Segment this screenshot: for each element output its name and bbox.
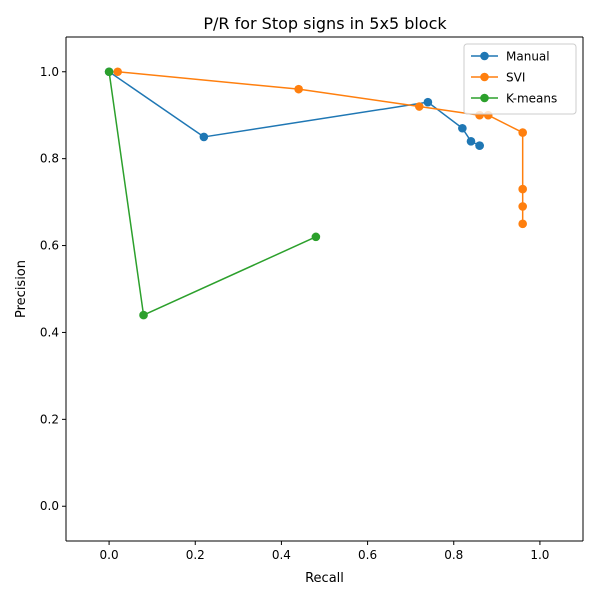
series-k-means: [104, 67, 321, 320]
legend-label: SVI: [506, 71, 525, 85]
legend-swatch-marker: [480, 51, 489, 61]
data-point-manual: [475, 141, 484, 150]
data-point-manual: [423, 97, 433, 107]
y-tick-label: 0.2: [40, 412, 59, 426]
x-tick-label: 0.4: [272, 548, 291, 562]
legend-entry-k-means: K-means: [471, 92, 557, 106]
chart-title: P/R for Stop signs in 5x5 block: [203, 14, 447, 33]
legend-frame: [463, 43, 577, 115]
x-tick-label: 1.0: [530, 548, 549, 562]
y-tick-label: 0.6: [40, 239, 59, 253]
legend-swatch-marker: [480, 93, 489, 103]
data-point-k-means: [104, 67, 114, 77]
y-tick-label: 0.4: [40, 325, 59, 339]
y-tick-label: 0.0: [40, 499, 59, 513]
y-axis-label: Precision: [14, 260, 29, 318]
y-tick-label: 0.8: [40, 152, 59, 166]
data-point-k-means: [139, 310, 148, 320]
data-point-svi: [294, 84, 303, 94]
legend-entry-svi: SVI: [471, 71, 525, 85]
y-axis-ticks: 0.0 0.2 0.4 0.6 0.8 1.0: [40, 65, 66, 513]
data-point-svi: [518, 128, 527, 137]
data-point-svi: [414, 102, 424, 111]
legend: Manual SVI K-means: [463, 43, 577, 115]
x-tick-label: 0.0: [100, 548, 119, 562]
series-layer: [104, 67, 527, 320]
data-point-svi: [518, 219, 527, 229]
legend-swatch-marker: [480, 72, 489, 82]
x-axis-label: Recall: [305, 571, 344, 586]
data-point-manual: [466, 136, 476, 146]
legend-label: K-means: [506, 92, 557, 106]
axes-frame: [65, 36, 584, 542]
legend-entry-manual: Manual: [471, 50, 550, 64]
data-point-k-means: [311, 232, 321, 242]
x-tick-label: 0.6: [358, 548, 377, 562]
x-tick-label: 0.2: [186, 548, 205, 562]
legend-label: Manual: [506, 50, 550, 64]
data-point-svi: [113, 67, 122, 77]
data-point-svi: [518, 202, 527, 211]
data-point-manual: [199, 132, 209, 142]
plot-area: [66, 37, 583, 541]
data-point-manual: [458, 123, 467, 133]
data-point-svi: [518, 184, 527, 194]
x-tick-label: 0.8: [444, 548, 463, 562]
y-tick-label: 1.0: [40, 65, 59, 79]
x-axis-ticks: 0.0 0.2 0.4 0.6 0.8 1.0: [100, 541, 549, 562]
series-svi: [113, 67, 527, 229]
